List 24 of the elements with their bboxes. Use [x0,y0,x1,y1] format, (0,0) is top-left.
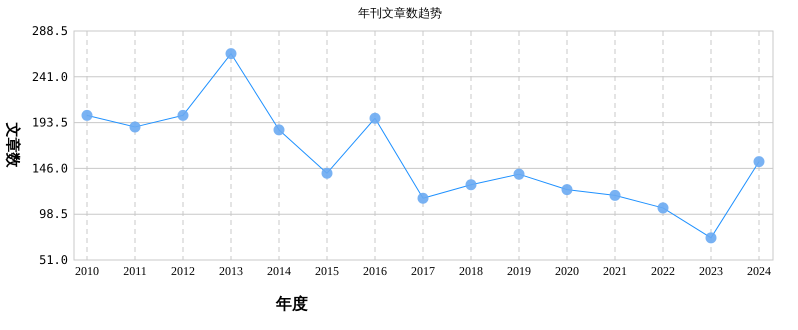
x-axis-title: 年度 [275,294,308,313]
x-tick-label: 2022 [651,264,675,278]
x-tick-label: 2017 [411,264,435,278]
x-tick-label: 2016 [363,264,387,278]
chart-title: 年刊文章数趋势 [358,6,442,20]
y-tick-label: 288.5 [32,24,68,38]
y-tick-label: 241.0 [32,70,68,84]
x-tick-label: 2023 [699,264,723,278]
x-tick-label: 2013 [219,264,243,278]
x-tick-label: 2012 [171,264,195,278]
x-tick-label: 2014 [267,264,291,278]
x-tick-label: 2020 [555,264,579,278]
x-tick-label: 2019 [507,264,531,278]
y-tick-label: 51.0 [39,253,68,267]
x-tick-label: 2021 [603,264,627,278]
y-tick-label: 146.0 [32,161,68,176]
x-tick-label: 2011 [123,264,147,278]
y-tick-label: 193.5 [32,116,68,130]
x-tick-label: 2010 [75,264,99,278]
x-tick-label: 2015 [315,264,339,278]
x-tick-label: 2024 [747,264,771,278]
y-tick-label: 98.5 [39,207,68,222]
y-axis-title: 文章数 [4,122,22,168]
x-tick-label: 2018 [459,264,483,278]
